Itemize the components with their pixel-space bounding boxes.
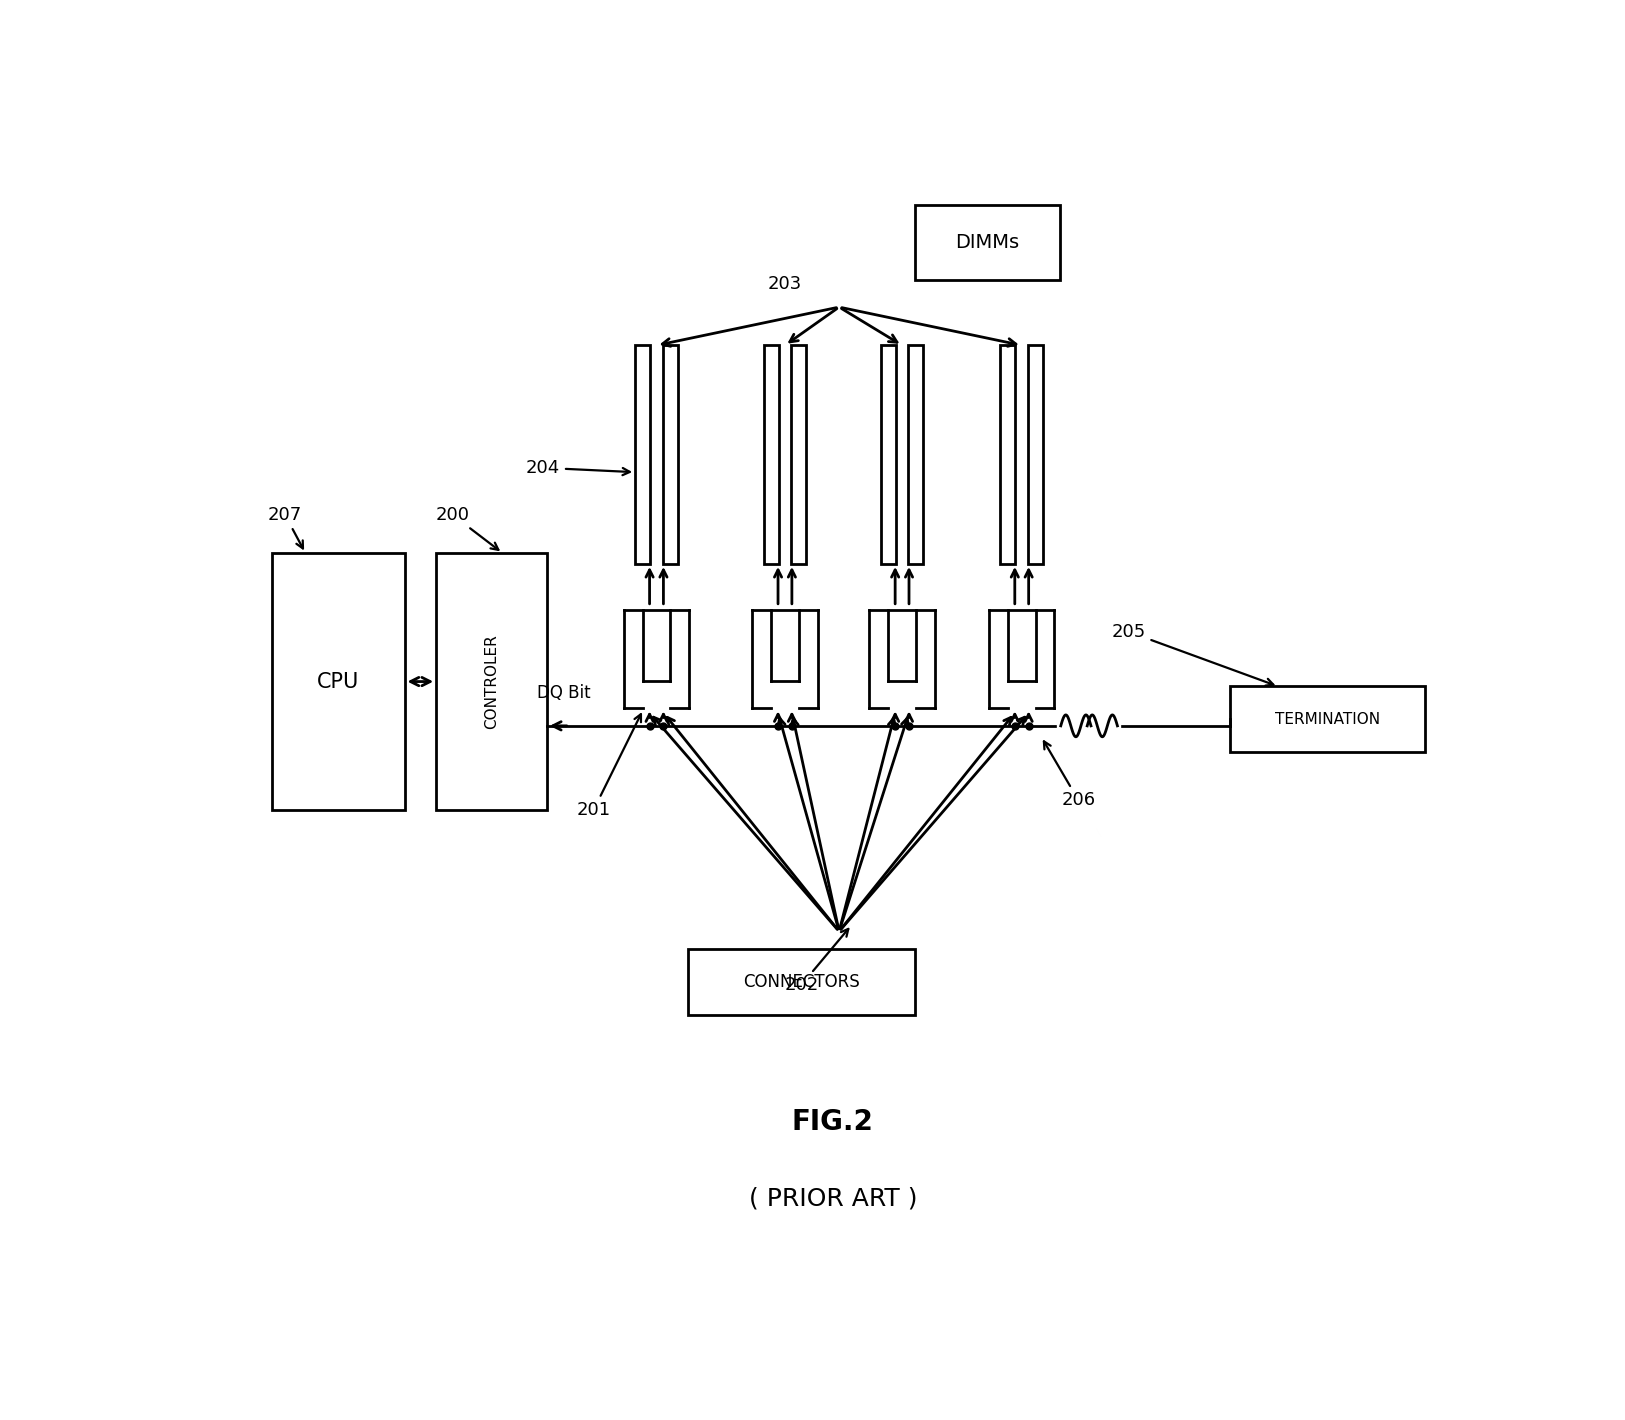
- Text: 206: 206: [1043, 741, 1095, 809]
- Bar: [908, 345, 923, 564]
- Bar: [663, 345, 678, 564]
- Bar: [273, 554, 405, 809]
- Bar: [1029, 345, 1043, 564]
- Text: DIMMs: DIMMs: [956, 233, 1019, 253]
- Text: 205: 205: [1112, 623, 1274, 686]
- Bar: [764, 345, 778, 564]
- Text: 202: 202: [785, 929, 848, 994]
- Bar: [1001, 345, 1016, 564]
- Bar: [635, 345, 650, 564]
- Text: 204: 204: [526, 459, 630, 477]
- Bar: [881, 345, 895, 564]
- Text: 200: 200: [436, 506, 499, 550]
- Text: 201: 201: [577, 714, 640, 819]
- Bar: [1230, 686, 1425, 753]
- Text: 207: 207: [268, 506, 302, 548]
- Text: CONNECTORS: CONNECTORS: [743, 973, 860, 991]
- Text: TERMINATION: TERMINATION: [1274, 711, 1380, 727]
- Text: FIG.2: FIG.2: [791, 1108, 874, 1136]
- Bar: [791, 345, 806, 564]
- Text: CPU: CPU: [317, 672, 359, 692]
- Text: 203: 203: [769, 275, 803, 293]
- Bar: [436, 554, 548, 809]
- Text: ( PRIOR ART ): ( PRIOR ART ): [749, 1186, 916, 1210]
- Text: CONTROLER: CONTROLER: [484, 635, 499, 728]
- Bar: [915, 206, 1060, 280]
- Bar: [687, 949, 915, 1014]
- Text: DQ Bit: DQ Bit: [536, 684, 590, 701]
